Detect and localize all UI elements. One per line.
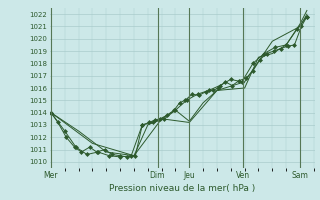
X-axis label: Pression niveau de la mer( hPa ): Pression niveau de la mer( hPa ) <box>109 184 256 193</box>
